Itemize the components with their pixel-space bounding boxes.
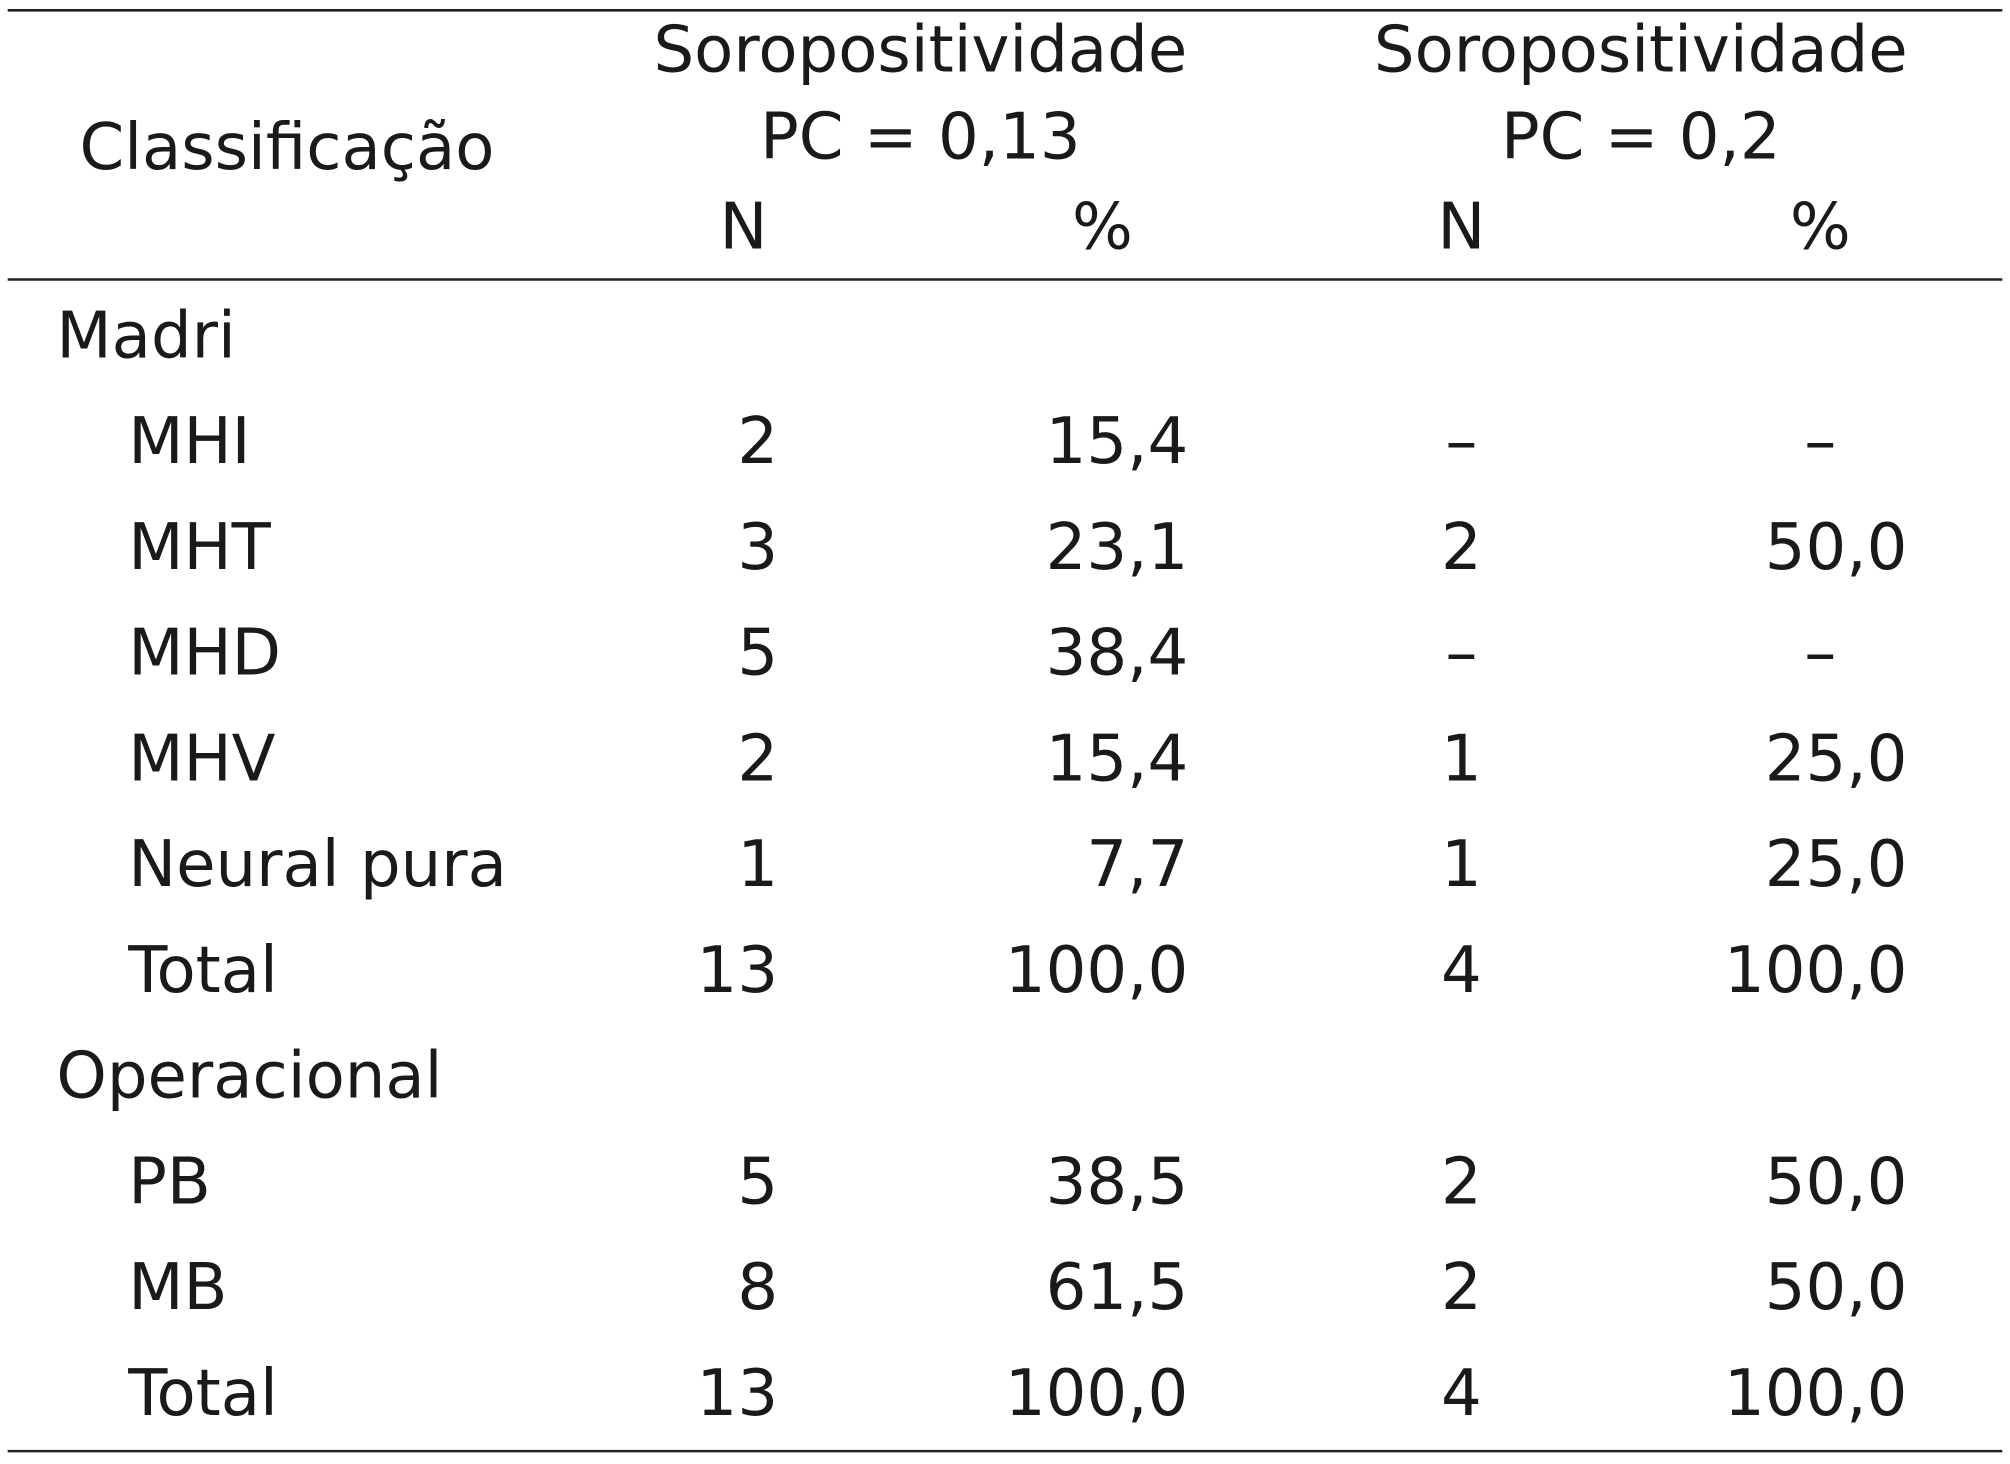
group-subtitle: PC = 0,13 [760,101,1081,175]
column-header: N [720,190,768,264]
section-label: Madri [56,299,235,373]
row-label: MHI [128,405,250,479]
cell: 8 [737,1251,778,1325]
cell: 13 [697,1357,779,1431]
cell: 7,7 [1086,828,1188,902]
cell: 1 [1441,722,1482,796]
cell: 5 [737,1145,778,1219]
group-title: Soropositividade [654,13,1188,87]
cell: 100,0 [1724,934,1907,1008]
column-header: % [1790,190,1851,264]
cell: 13 [697,934,779,1008]
cell: 1 [737,828,778,902]
row-label: Total [127,1357,278,1431]
cell: 4 [1441,934,1482,1008]
cell: 100,0 [1724,1357,1907,1431]
cell: 2 [1441,1145,1482,1219]
row-label: MHV [128,722,275,796]
cell: 2 [737,722,778,796]
cell: 50,0 [1765,511,1908,585]
cell: 3 [737,511,778,585]
column-header: N [1437,190,1485,264]
cell: 15,4 [1046,405,1189,479]
cell: 25,0 [1765,828,1908,902]
cell: 61,5 [1046,1251,1189,1325]
row-label: MB [128,1251,227,1325]
cell: – [1804,405,1836,479]
cell: – [1445,617,1477,691]
cell: 2 [1441,511,1482,585]
group-title: Soropositividade [1374,13,1908,87]
cell: 50,0 [1765,1251,1908,1325]
row-label: MHT [128,511,271,585]
row-label: Total [127,934,278,1008]
cell: 2 [737,405,778,479]
cell: 23,1 [1046,511,1189,585]
cell: 50,0 [1765,1145,1908,1219]
cell: 100,0 [1005,1357,1188,1431]
cell: 38,5 [1046,1145,1189,1219]
cell: – [1445,405,1477,479]
cell: 4 [1441,1357,1482,1431]
cell: 5 [737,617,778,691]
cell: 15,4 [1046,722,1189,796]
column-header: % [1072,190,1133,264]
row-label: Neural pura [128,828,507,902]
cell: 25,0 [1765,722,1908,796]
section-label: Operacional [56,1040,442,1114]
header-classification: Classificação [79,111,494,185]
cell: 1 [1441,828,1482,902]
row-label: PB [128,1145,211,1219]
cell: 2 [1441,1251,1482,1325]
cell: – [1804,617,1836,691]
cell: 100,0 [1005,934,1188,1008]
row-label: MHD [128,617,281,691]
group-subtitle: PC = 0,2 [1501,101,1781,175]
cell: 38,4 [1046,617,1189,691]
